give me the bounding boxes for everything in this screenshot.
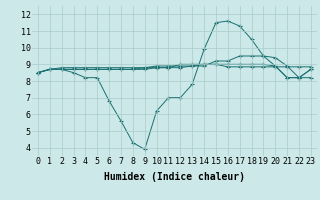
X-axis label: Humidex (Indice chaleur): Humidex (Indice chaleur) xyxy=(104,172,245,182)
